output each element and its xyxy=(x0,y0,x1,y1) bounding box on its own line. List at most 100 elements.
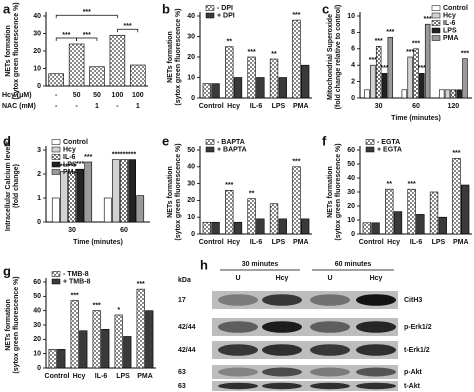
x-tick-label: Hcy xyxy=(227,103,240,110)
bar xyxy=(438,216,447,235)
y-tick-label: 40 xyxy=(187,13,195,20)
y-axis-label: (fold change relative to control) xyxy=(335,5,342,110)
bar xyxy=(114,314,123,369)
bar xyxy=(68,171,76,223)
bar xyxy=(381,73,388,99)
x-row-label: Hcy (μM) xyxy=(2,92,32,99)
bar xyxy=(70,300,79,369)
band xyxy=(356,382,396,390)
panel-label: a xyxy=(3,1,11,16)
legend-swatch xyxy=(205,139,215,145)
bar xyxy=(109,34,126,87)
blot-strip xyxy=(212,318,398,336)
lane-label: U xyxy=(327,275,332,282)
legend-label: LPS xyxy=(443,27,457,34)
legend-label: + TMB-8 xyxy=(63,278,91,285)
bar xyxy=(269,203,279,235)
significance: *** xyxy=(248,49,256,56)
bar xyxy=(401,89,408,99)
panel-label: e xyxy=(162,133,169,148)
significance: *** xyxy=(375,38,383,45)
legend-swatch xyxy=(431,20,441,26)
significance: *** xyxy=(452,150,460,157)
significance: *** xyxy=(418,65,426,72)
y-tick-label: 2 xyxy=(351,78,355,85)
bar xyxy=(256,218,265,235)
bar xyxy=(424,23,431,99)
bar xyxy=(438,89,445,99)
y-tick-label: 30 xyxy=(347,189,355,196)
bracket xyxy=(117,28,139,33)
x-tick-label: Control xyxy=(199,103,224,110)
x-row-value: 1 xyxy=(95,103,99,110)
legend-swatch xyxy=(365,139,375,145)
bar xyxy=(60,171,68,223)
legend-swatch xyxy=(51,154,61,160)
significance: *** xyxy=(292,12,300,19)
bar xyxy=(247,56,256,99)
bar xyxy=(429,191,439,235)
y-axis-label: (sytox green fluorescence %) xyxy=(335,143,342,240)
legend-label: PMA xyxy=(443,35,459,42)
x-tick-label: 120 xyxy=(447,103,459,110)
y-axis-label: Intracellular Calcium levels xyxy=(5,141,12,231)
kda-value: 42/44 xyxy=(178,324,196,331)
lane-label: U xyxy=(235,275,240,282)
bar xyxy=(57,349,66,369)
legend-swatch xyxy=(205,12,215,19)
legend-swatch xyxy=(51,271,61,277)
band xyxy=(218,367,258,377)
y-tick-label: 10 xyxy=(347,13,355,20)
significance: *** xyxy=(461,50,469,57)
significance: *** xyxy=(225,182,233,189)
kda-value: 17 xyxy=(178,297,186,304)
x-tick-label: 60 xyxy=(120,227,128,234)
bar xyxy=(300,218,310,235)
bar xyxy=(130,64,146,87)
significance: *** xyxy=(369,57,377,64)
bar xyxy=(300,64,310,99)
legend-label: + DPI xyxy=(217,12,235,19)
x-tick-label: PMA xyxy=(293,239,309,246)
x-tick-label: 30 xyxy=(375,103,383,110)
bar xyxy=(120,159,128,223)
legend-label: LPS xyxy=(63,161,77,168)
y-tick-label: 40 xyxy=(33,308,41,315)
blot-strip xyxy=(212,365,398,379)
panel-label: c xyxy=(322,1,329,16)
x-row-value: 1 xyxy=(136,103,140,110)
band xyxy=(356,294,396,306)
y-tick-label: 0 xyxy=(351,231,355,238)
band xyxy=(262,294,302,306)
legend-label: - DPI xyxy=(217,5,233,12)
significance: *** xyxy=(71,292,79,299)
bar xyxy=(416,214,425,235)
bar xyxy=(233,77,243,99)
bar xyxy=(128,159,136,223)
y-tick-label: 8 xyxy=(351,29,355,36)
band xyxy=(310,294,350,306)
significance: *** xyxy=(412,41,420,48)
y-tick-label: 4 xyxy=(351,62,355,69)
bar xyxy=(393,211,403,235)
bar xyxy=(211,221,220,235)
significance: *** xyxy=(292,159,300,166)
group-label: 30 minutes xyxy=(242,261,279,268)
y-tick-label: 30 xyxy=(187,33,195,40)
legend-label: + EGTA xyxy=(377,146,402,153)
significance: *** xyxy=(93,303,101,310)
bar xyxy=(225,46,234,99)
legend-label: Hcy xyxy=(443,12,456,19)
band xyxy=(218,321,258,333)
y-axis-label: (sytox green fluorescence %) xyxy=(13,276,20,373)
bar xyxy=(450,89,457,99)
y-axis-label: NETs formation xyxy=(5,299,12,351)
y-tick-label: 40 xyxy=(347,175,355,182)
group-label: 60 minutes xyxy=(335,261,372,268)
bar xyxy=(256,77,265,99)
bar xyxy=(136,288,145,369)
x-tick-label: LPS xyxy=(272,103,286,110)
y-tick-label: 50 xyxy=(347,161,355,168)
x-tick-label: 60 xyxy=(412,103,420,110)
protein-label: p-Akt xyxy=(404,369,423,376)
